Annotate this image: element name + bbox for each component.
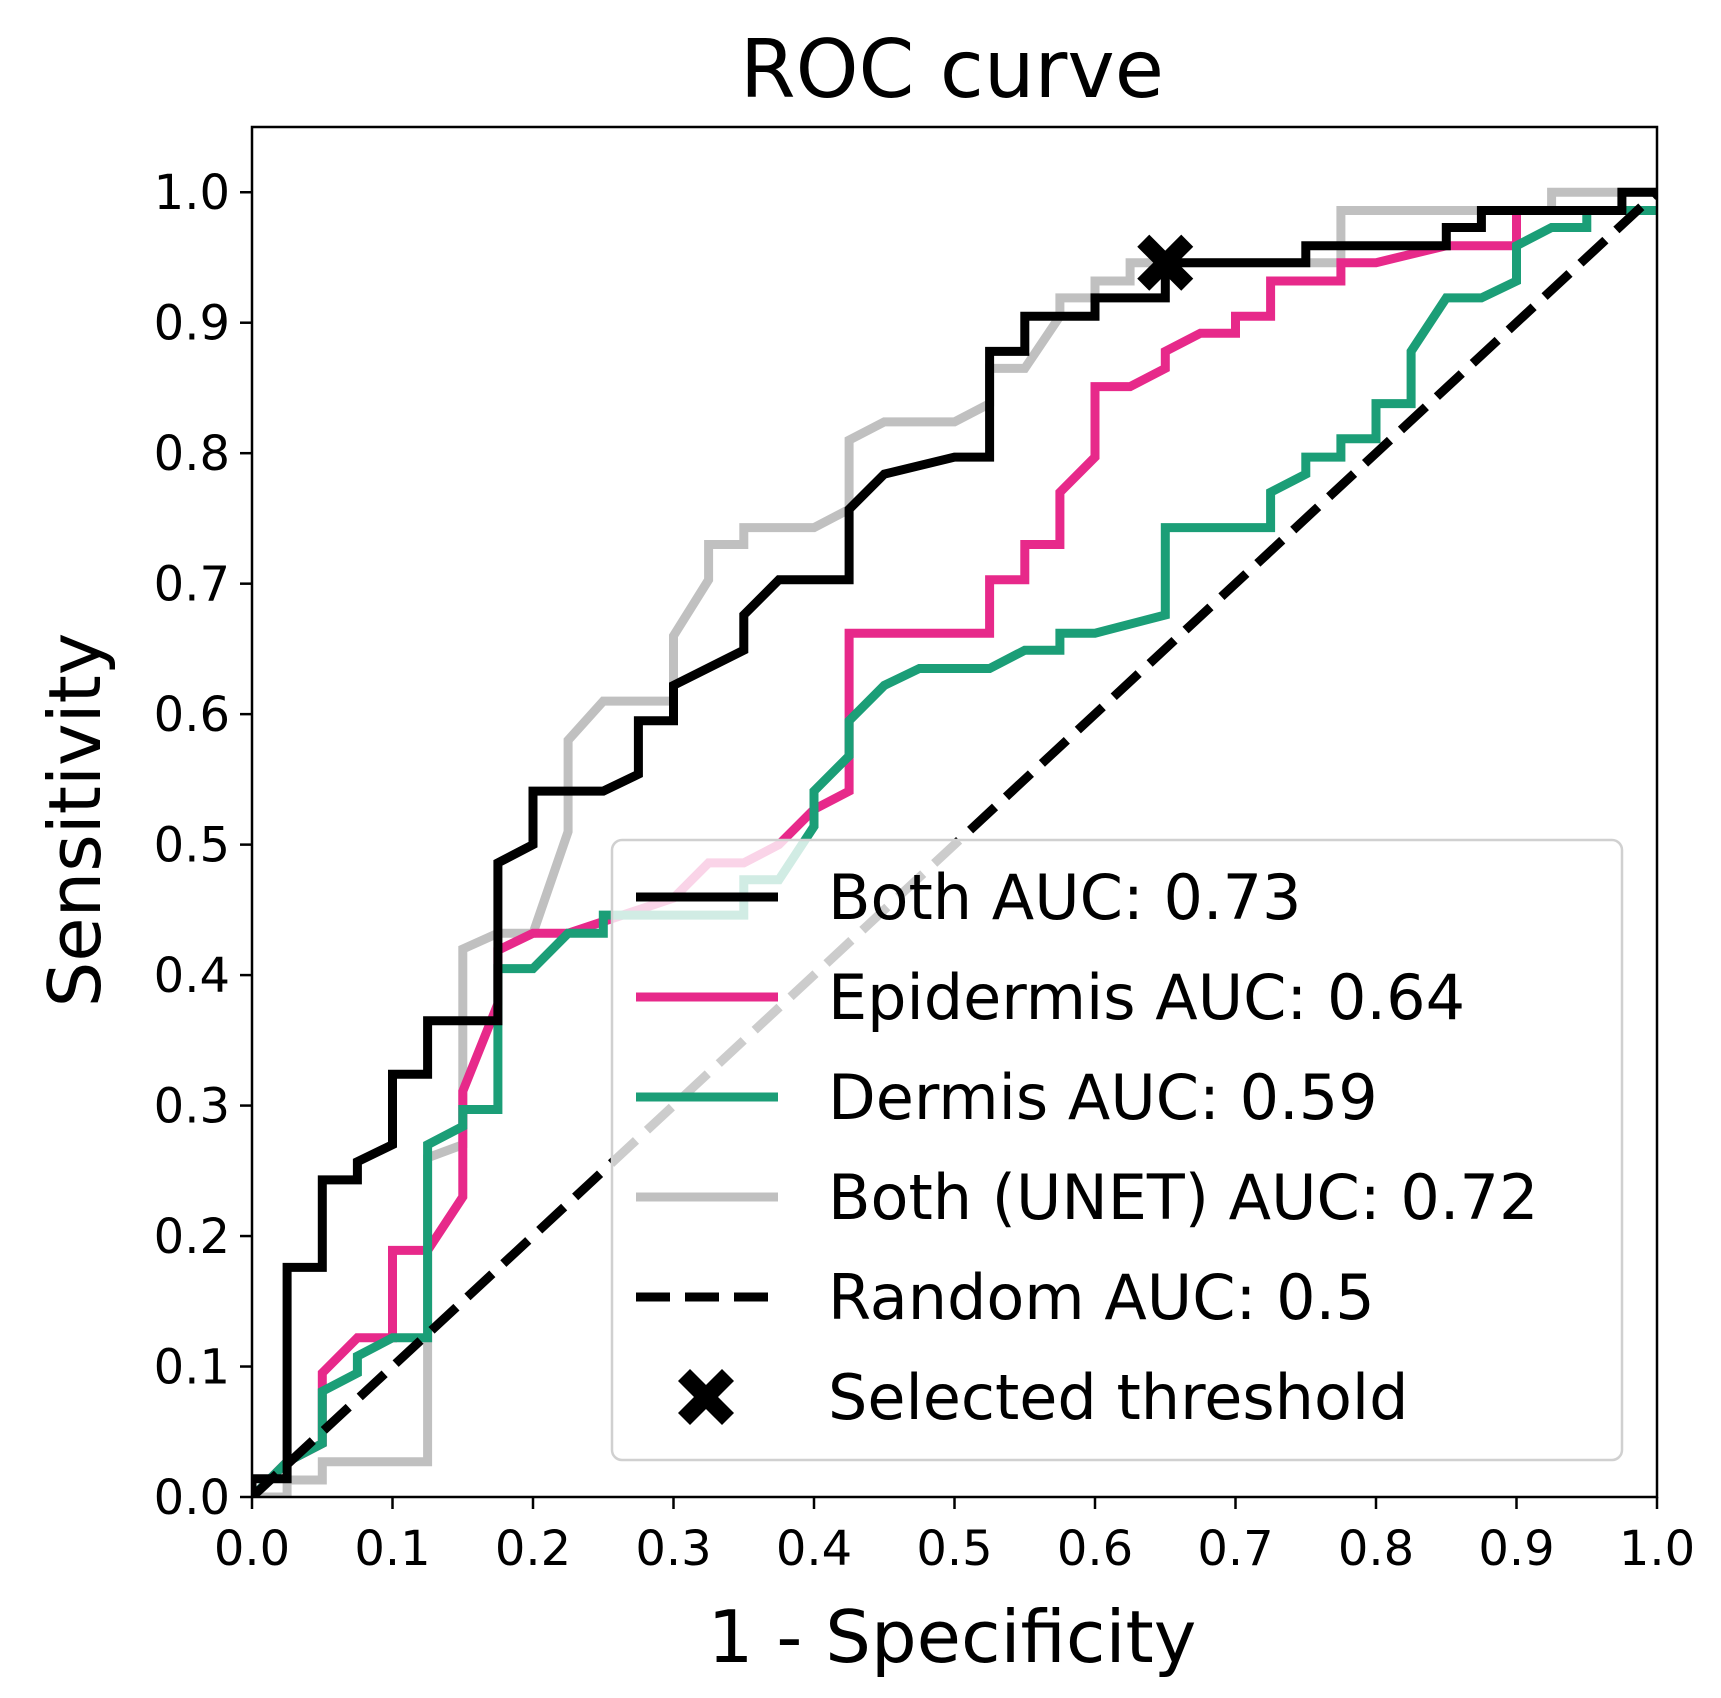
y-tick-label: 1.0 bbox=[154, 165, 230, 221]
legend-box bbox=[610, 838, 1624, 1462]
legend-marker-icon bbox=[677, 1368, 735, 1426]
series-line-epidermis-auc-0-64 bbox=[252, 206, 1657, 1497]
legend-item: Both (UNET) AUC: 0.72 bbox=[636, 1161, 1538, 1234]
series-line-dermis-auc-0-59 bbox=[252, 206, 1657, 1497]
legend: Both AUC: 0.73 Epidermis AUC: 0.64 Dermis … bbox=[610, 838, 1624, 1462]
legend-label: Dermis AUC: 0.59 bbox=[828, 1061, 1378, 1134]
x-tick-label: 0.4 bbox=[776, 1521, 852, 1577]
series-line-both-unet-auc-0-72 bbox=[252, 187, 1657, 1497]
y-tick-label: 0.8 bbox=[154, 426, 230, 482]
legend-item: Epidermis AUC: 0.64 bbox=[636, 961, 1465, 1034]
legend-label: Selected threshold bbox=[828, 1361, 1408, 1434]
legend-label: Both AUC: 0.73 bbox=[828, 861, 1302, 934]
legend-item: Random AUC: 0.5 bbox=[636, 1261, 1375, 1334]
x-tick-label: 0.9 bbox=[1478, 1521, 1554, 1577]
x-axis-label: 1 - Specificity bbox=[708, 1595, 1197, 1679]
x-tick-label: 0.8 bbox=[1338, 1521, 1414, 1577]
x-tick-label: 0.5 bbox=[916, 1521, 992, 1577]
x-tick-label: 1.0 bbox=[1619, 1521, 1695, 1577]
legend-label: Epidermis AUC: 0.64 bbox=[828, 961, 1465, 1034]
x-tick-label: 0.7 bbox=[1197, 1521, 1273, 1577]
y-tick-label: 0.2 bbox=[154, 1209, 230, 1265]
y-tick-label: 0.9 bbox=[154, 296, 230, 352]
x-tick-label: 0.0 bbox=[214, 1521, 290, 1577]
legend-item: Selected threshold bbox=[677, 1361, 1408, 1434]
legend-item: Dermis AUC: 0.59 bbox=[636, 1061, 1378, 1134]
y-tick-label: 0.4 bbox=[154, 948, 230, 1004]
y-tick-label: 0.3 bbox=[154, 1079, 230, 1135]
selected-threshold-marker bbox=[1137, 234, 1194, 291]
y-tick-label: 0.5 bbox=[154, 818, 230, 874]
series-line-both-auc-0-73 bbox=[252, 187, 1657, 1497]
legend-item: Both AUC: 0.73 bbox=[636, 861, 1302, 934]
y-axis-label: Sensitivity bbox=[33, 633, 117, 1008]
x-tick-label: 0.2 bbox=[495, 1521, 571, 1577]
x-tick-label: 0.6 bbox=[1057, 1521, 1133, 1577]
y-tick-label: 0.7 bbox=[154, 557, 230, 613]
legend-label: Random AUC: 0.5 bbox=[828, 1261, 1375, 1334]
y-tick-label: 0.0 bbox=[154, 1470, 230, 1526]
legend-label: Both (UNET) AUC: 0.72 bbox=[828, 1161, 1538, 1234]
x-tick-label: 0.3 bbox=[635, 1521, 711, 1577]
y-tick-label: 0.1 bbox=[154, 1340, 230, 1396]
axis-ticks: 0.0 0.1 0.2 0.3 0.4 0.5 0.6 0.7 0.8 0.9 1.0 0.0 0.1 0… bbox=[154, 165, 1696, 1577]
series-group bbox=[252, 187, 1657, 1497]
y-tick-label: 0.6 bbox=[154, 687, 230, 743]
chart-title: ROC curve bbox=[740, 23, 1164, 116]
x-tick-label: 0.1 bbox=[354, 1521, 430, 1577]
